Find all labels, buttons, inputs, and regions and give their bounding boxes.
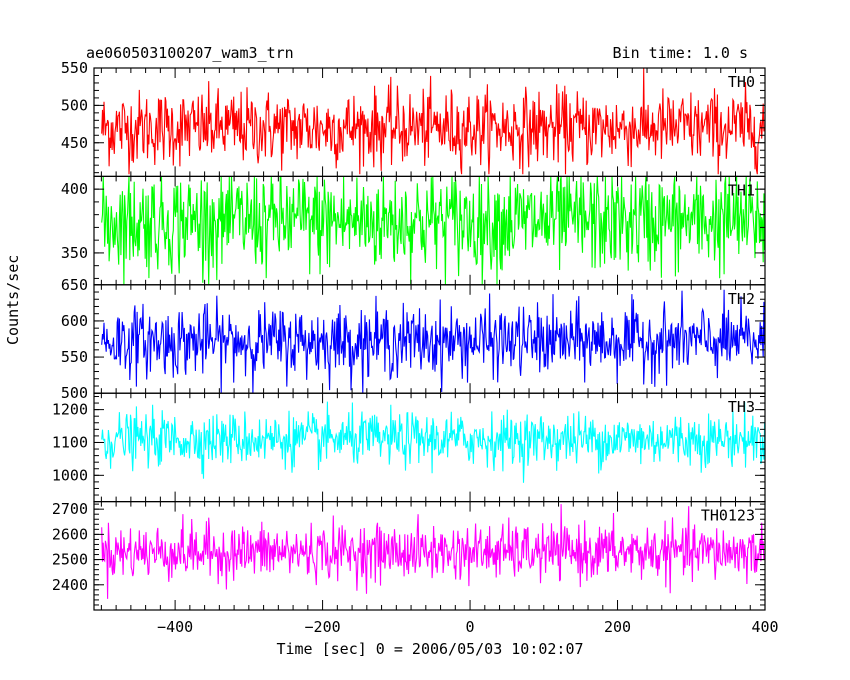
y-tick-label: 1000 [52,466,88,484]
series-label-th1: TH1 [728,181,755,199]
x-tick-label: 0 [466,618,475,636]
y-tick-label: 2600 [52,525,88,543]
x-tick-label: 400 [751,618,778,636]
y-tick-label: 400 [61,180,88,198]
y-tick-label: 650 [61,276,88,294]
series-label-th0: TH0 [728,73,755,91]
series-label-th2: TH2 [728,290,755,308]
y-tick-label: 2700 [52,500,88,518]
series-line-th2 [101,289,765,394]
panel-frame-th1 [93,175,766,286]
series-line-th3 [101,401,765,483]
series-line-th0 [101,68,765,175]
y-tick-label: 500 [61,384,88,402]
series-line-th0123 [101,504,765,599]
series-label-th0123: TH0123 [701,507,755,525]
x-tick-label: 200 [604,618,631,636]
x-tick-label: −200 [305,618,341,636]
chart-title-right: Bin time: 1.0 s [612,44,748,62]
y-tick-label: 2500 [52,551,88,569]
y-tick-label: 550 [61,59,88,77]
y-tick-label: 500 [61,96,88,114]
x-axis-label: Time [sec] 0 = 2006/05/03 10:02:07 [276,640,584,658]
x-tick-label: −400 [157,618,193,636]
y-tick-label: 600 [61,312,88,330]
chart-title-left: ae060503100207_wam3_trn [86,44,294,62]
y-axis-label: Counts/sec [4,254,22,345]
y-tick-label: 1200 [52,401,88,419]
y-tick-label: 350 [61,244,88,262]
y-tick-label: 2400 [52,576,88,594]
y-tick-label: 1100 [52,433,88,451]
panel-frame-th0123 [93,501,766,611]
series-line-th1 [101,176,765,285]
y-tick-label: 450 [61,134,88,152]
y-tick-label: 550 [61,348,88,366]
series-label-th3: TH3 [728,398,755,416]
